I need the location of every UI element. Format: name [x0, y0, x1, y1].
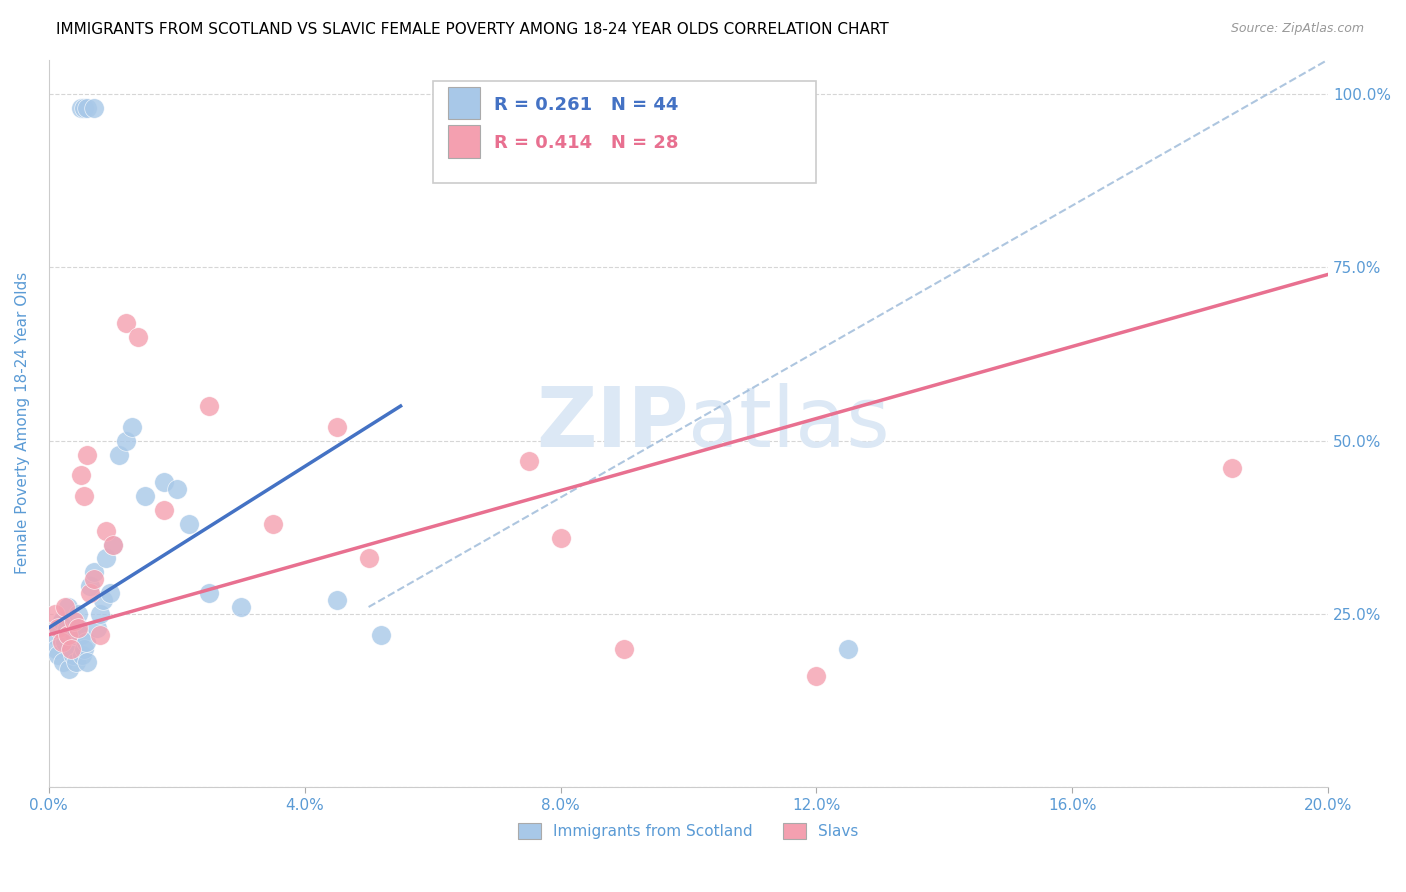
- Point: [55, 621, 77, 635]
- Point: [101, 538, 124, 552]
- Point: [75, 634, 97, 648]
- Point: [63, 628, 86, 642]
- Text: R = 0.414   N = 28: R = 0.414 N = 28: [494, 135, 679, 153]
- Point: [79, 586, 101, 600]
- Point: [42, 628, 65, 642]
- Point: [83, 572, 105, 586]
- Point: [108, 448, 131, 462]
- Y-axis label: Female Poverty Among 18-24 Year Olds: Female Poverty Among 18-24 Year Olds: [15, 272, 30, 574]
- Point: [58, 662, 80, 676]
- Point: [51, 614, 73, 628]
- Point: [370, 628, 392, 642]
- Point: [53, 634, 76, 648]
- Point: [197, 399, 219, 413]
- Point: [69, 621, 91, 635]
- Point: [51, 634, 73, 648]
- Point: [66, 607, 89, 621]
- Point: [73, 101, 96, 115]
- Point: [806, 669, 828, 683]
- Point: [70, 648, 93, 663]
- Point: [114, 434, 136, 448]
- Point: [69, 628, 91, 642]
- Point: [89, 607, 111, 621]
- Point: [127, 330, 149, 344]
- Point: [56, 599, 79, 614]
- Legend: Immigrants from Scotland, Slavs: Immigrants from Scotland, Slavs: [512, 817, 865, 845]
- Point: [357, 551, 380, 566]
- Point: [153, 475, 176, 490]
- Point: [76, 101, 98, 115]
- Point: [65, 656, 87, 670]
- Text: R = 0.261   N = 44: R = 0.261 N = 44: [494, 95, 678, 113]
- Point: [121, 420, 143, 434]
- Point: [837, 641, 859, 656]
- Point: [98, 586, 121, 600]
- Point: [86, 621, 108, 635]
- Point: [83, 101, 105, 115]
- Point: [63, 614, 86, 628]
- Point: [76, 656, 98, 670]
- Point: [66, 621, 89, 635]
- Point: [1220, 461, 1243, 475]
- Point: [73, 489, 96, 503]
- Text: Source: ZipAtlas.com: Source: ZipAtlas.com: [1230, 22, 1364, 36]
- Point: [62, 648, 84, 663]
- Point: [76, 448, 98, 462]
- Text: IMMIGRANTS FROM SCOTLAND VS SLAVIC FEMALE POVERTY AMONG 18-24 YEAR OLDS CORRELAT: IMMIGRANTS FROM SCOTLAND VS SLAVIC FEMAL…: [56, 22, 889, 37]
- Point: [134, 489, 156, 503]
- Point: [91, 593, 114, 607]
- Point: [89, 628, 111, 642]
- Point: [60, 641, 83, 656]
- Point: [45, 641, 67, 656]
- FancyBboxPatch shape: [433, 81, 817, 183]
- Point: [69, 101, 91, 115]
- Point: [96, 524, 118, 538]
- Point: [166, 482, 188, 496]
- Point: [69, 468, 91, 483]
- Text: atlas: atlas: [689, 383, 890, 464]
- Point: [46, 648, 69, 663]
- Point: [101, 538, 124, 552]
- Point: [56, 628, 79, 642]
- Point: [53, 599, 76, 614]
- Point: [325, 593, 347, 607]
- Point: [46, 621, 69, 635]
- Point: [197, 586, 219, 600]
- Point: [73, 641, 96, 656]
- Text: ZIP: ZIP: [536, 383, 689, 464]
- Point: [179, 516, 201, 531]
- Point: [325, 420, 347, 434]
- Point: [114, 316, 136, 330]
- FancyBboxPatch shape: [449, 87, 479, 120]
- FancyBboxPatch shape: [449, 125, 479, 158]
- Point: [613, 641, 636, 656]
- Point: [262, 516, 284, 531]
- Point: [83, 566, 105, 580]
- Point: [96, 551, 118, 566]
- Point: [60, 641, 83, 656]
- Point: [550, 531, 572, 545]
- Point: [517, 454, 540, 468]
- Point: [79, 579, 101, 593]
- Point: [44, 607, 66, 621]
- Point: [52, 656, 75, 670]
- Point: [229, 599, 252, 614]
- Point: [153, 503, 176, 517]
